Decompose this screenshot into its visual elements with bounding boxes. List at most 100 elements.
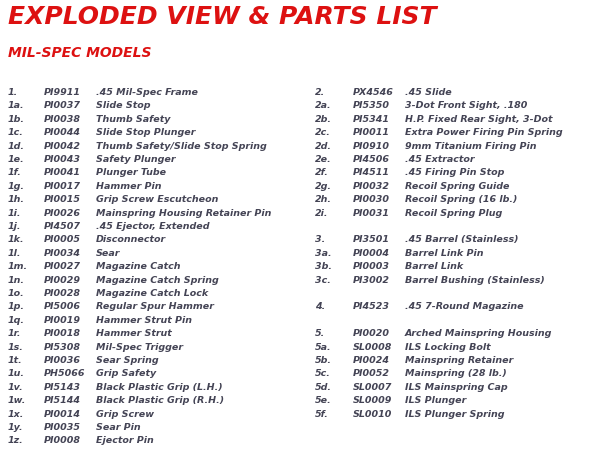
Text: SL0010: SL0010 xyxy=(353,409,393,418)
Text: 5e.: 5e. xyxy=(315,396,332,404)
Text: MIL-SPEC MODELS: MIL-SPEC MODELS xyxy=(8,46,151,60)
Text: 5c.: 5c. xyxy=(315,368,331,377)
Text: Extra Power Firing Pin Spring: Extra Power Firing Pin Spring xyxy=(405,128,563,137)
Text: 3b.: 3b. xyxy=(315,262,332,271)
Text: Slide Stop: Slide Stop xyxy=(96,101,151,110)
Text: ILS Plunger Spring: ILS Plunger Spring xyxy=(405,409,505,418)
Text: Hammer Strut: Hammer Strut xyxy=(96,328,172,337)
Text: Ejector Pin: Ejector Pin xyxy=(96,435,154,444)
Text: Barrel Bushing (Stainless): Barrel Bushing (Stainless) xyxy=(405,275,545,284)
Text: PI3002: PI3002 xyxy=(353,275,390,284)
Text: SL0007: SL0007 xyxy=(353,382,393,391)
Text: 3a.: 3a. xyxy=(315,248,332,257)
Text: PI0029: PI0029 xyxy=(44,275,81,284)
Text: Mainspring (28 lb.): Mainspring (28 lb.) xyxy=(405,368,507,377)
Text: ILS Plunger: ILS Plunger xyxy=(405,396,466,404)
Text: 1l.: 1l. xyxy=(8,248,22,257)
Text: PI0004: PI0004 xyxy=(353,248,390,257)
Text: PI0008: PI0008 xyxy=(44,435,81,444)
Text: Sear Spring: Sear Spring xyxy=(96,355,159,364)
Text: PI5143: PI5143 xyxy=(44,382,81,391)
Text: PX4546: PX4546 xyxy=(353,88,394,97)
Text: .45 Ejector, Extended: .45 Ejector, Extended xyxy=(96,221,209,230)
Text: 3c.: 3c. xyxy=(315,275,331,284)
Text: PI5308: PI5308 xyxy=(44,342,81,351)
Text: PI0019: PI0019 xyxy=(44,315,81,324)
Text: PI9911: PI9911 xyxy=(44,88,81,97)
Text: 1r.: 1r. xyxy=(8,328,22,337)
Text: SL0009: SL0009 xyxy=(353,396,393,404)
Text: PI5006: PI5006 xyxy=(44,302,81,311)
Text: PI0042: PI0042 xyxy=(44,141,81,150)
Text: Magazine Catch Lock: Magazine Catch Lock xyxy=(96,288,208,297)
Text: 1c.: 1c. xyxy=(8,128,24,137)
Text: PI0015: PI0015 xyxy=(44,195,81,204)
Text: 1j.: 1j. xyxy=(8,221,22,230)
Text: PI5341: PI5341 xyxy=(353,115,390,124)
Text: Disconnector: Disconnector xyxy=(96,235,166,244)
Text: .45 Extractor: .45 Extractor xyxy=(405,155,475,164)
Text: PI0035: PI0035 xyxy=(44,422,81,431)
Text: Mainspring Housing Retainer Pin: Mainspring Housing Retainer Pin xyxy=(96,208,271,217)
Text: 1b.: 1b. xyxy=(8,115,25,124)
Text: Barrel Link: Barrel Link xyxy=(405,262,463,271)
Text: 1t.: 1t. xyxy=(8,355,23,364)
Text: 1v.: 1v. xyxy=(8,382,24,391)
Text: PI0011: PI0011 xyxy=(353,128,390,137)
Text: 4.: 4. xyxy=(315,302,325,311)
Text: 2a.: 2a. xyxy=(315,101,332,110)
Text: Grip Screw: Grip Screw xyxy=(96,409,154,418)
Text: PI4507: PI4507 xyxy=(44,221,81,230)
Text: PI0020: PI0020 xyxy=(353,328,390,337)
Text: 1k.: 1k. xyxy=(8,235,25,244)
Text: PI0024: PI0024 xyxy=(353,355,390,364)
Text: Grip Screw Escutcheon: Grip Screw Escutcheon xyxy=(96,195,218,204)
Text: 2d.: 2d. xyxy=(315,141,332,150)
Text: Grip Safety: Grip Safety xyxy=(96,368,156,377)
Text: 5b.: 5b. xyxy=(315,355,332,364)
Text: 1x.: 1x. xyxy=(8,409,24,418)
Text: 3-Dot Front Sight, .180: 3-Dot Front Sight, .180 xyxy=(405,101,528,110)
Text: 2f.: 2f. xyxy=(315,168,329,177)
Text: PI0043: PI0043 xyxy=(44,155,81,164)
Text: SL0008: SL0008 xyxy=(353,342,393,351)
Text: PI5350: PI5350 xyxy=(353,101,390,110)
Text: 1u.: 1u. xyxy=(8,368,25,377)
Text: Barrel Link Pin: Barrel Link Pin xyxy=(405,248,484,257)
Text: PI0003: PI0003 xyxy=(353,262,390,271)
Text: PI0036: PI0036 xyxy=(44,355,81,364)
Text: 1e.: 1e. xyxy=(8,155,25,164)
Text: 9mm Titanium Firing Pin: 9mm Titanium Firing Pin xyxy=(405,141,537,150)
Text: ILS Locking Bolt: ILS Locking Bolt xyxy=(405,342,491,351)
Text: Hammer Pin: Hammer Pin xyxy=(96,181,162,190)
Text: PI0910: PI0910 xyxy=(353,141,390,150)
Text: ILS Mainspring Cap: ILS Mainspring Cap xyxy=(405,382,508,391)
Text: .45 Firing Pin Stop: .45 Firing Pin Stop xyxy=(405,168,504,177)
Text: PI0014: PI0014 xyxy=(44,409,81,418)
Text: PI0037: PI0037 xyxy=(44,101,81,110)
Text: 2g.: 2g. xyxy=(315,181,332,190)
Text: 5.: 5. xyxy=(315,328,325,337)
Text: Recoil Spring Plug: Recoil Spring Plug xyxy=(405,208,502,217)
Text: PI0027: PI0027 xyxy=(44,262,81,271)
Text: Slide Stop Plunger: Slide Stop Plunger xyxy=(96,128,195,137)
Text: 1d.: 1d. xyxy=(8,141,25,150)
Text: Sear: Sear xyxy=(96,248,121,257)
Text: Plunger Tube: Plunger Tube xyxy=(96,168,166,177)
Text: PI0031: PI0031 xyxy=(353,208,390,217)
Text: 2c.: 2c. xyxy=(315,128,331,137)
Text: PI4523: PI4523 xyxy=(353,302,390,311)
Text: PI0032: PI0032 xyxy=(353,181,390,190)
Text: Sear Pin: Sear Pin xyxy=(96,422,140,431)
Text: PI5144: PI5144 xyxy=(44,396,81,404)
Text: Recoil Spring Guide: Recoil Spring Guide xyxy=(405,181,510,190)
Text: .45 Mil-Spec Frame: .45 Mil-Spec Frame xyxy=(96,88,198,97)
Text: 1p.: 1p. xyxy=(8,302,25,311)
Text: PI3501: PI3501 xyxy=(353,235,390,244)
Text: 5d.: 5d. xyxy=(315,382,332,391)
Text: Mainspring Retainer: Mainspring Retainer xyxy=(405,355,513,364)
Text: 5f.: 5f. xyxy=(315,409,329,418)
Text: 1o.: 1o. xyxy=(8,288,25,297)
Text: 1s.: 1s. xyxy=(8,342,24,351)
Text: Safety Plunger: Safety Plunger xyxy=(96,155,175,164)
